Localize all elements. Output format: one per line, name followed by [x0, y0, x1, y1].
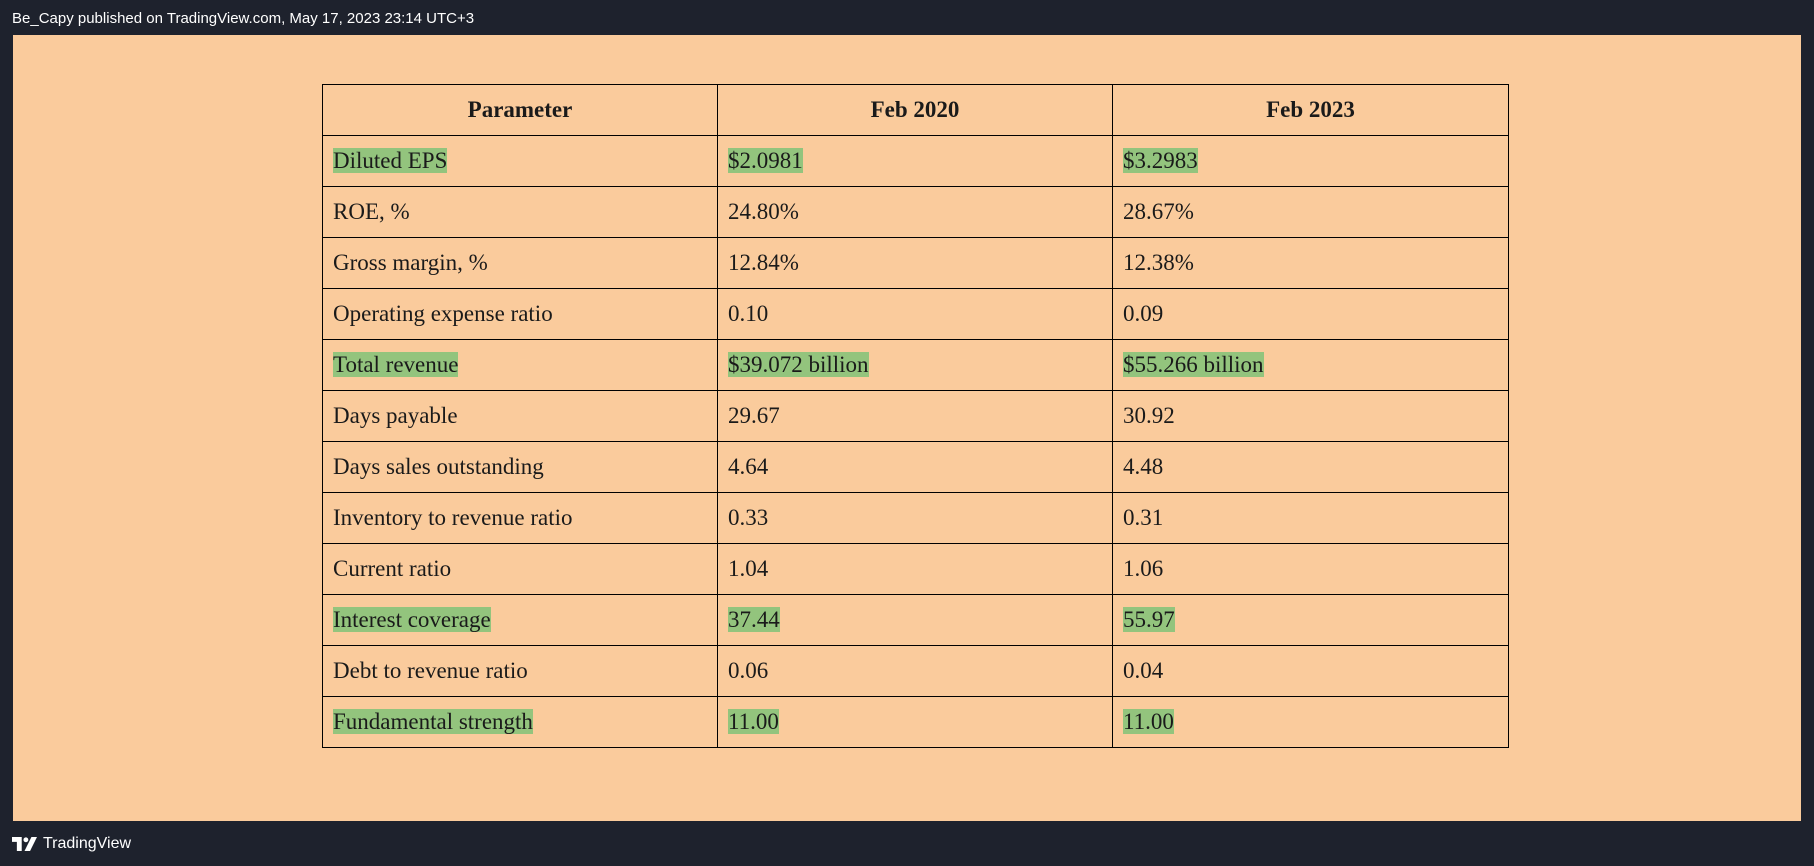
table-row: Operating expense ratio 0.10 0.09	[322, 288, 1509, 340]
table-row: Diluted EPS $2.0981 $3.2983	[322, 135, 1509, 187]
cell-value: Days sales outstanding	[333, 454, 544, 479]
table-cell-parameter: Interest coverage	[322, 594, 718, 646]
table-cell-feb-2020: 0.10	[717, 288, 1113, 340]
cell-value: 0.31	[1123, 505, 1164, 530]
table-cell-feb-2020: $39.072 billion	[717, 339, 1113, 391]
cell-value: 28.67%	[1123, 199, 1194, 224]
fundamentals-table: Parameter Feb 2020 Feb 2023 Diluted EPS $…	[322, 84, 1509, 748]
cell-value: $3.2983	[1123, 148, 1198, 173]
table-cell-feb-2023: 1.06	[1112, 543, 1509, 595]
table-cell-feb-2023: 55.97	[1112, 594, 1509, 646]
cell-value: $39.072 billion	[728, 352, 869, 377]
cell-value: Total revenue	[333, 352, 459, 377]
header-bar: Be_Capy published on TradingView.com, Ma…	[0, 0, 1814, 34]
table-cell-parameter: Debt to revenue ratio	[322, 645, 718, 697]
table-row: Days sales outstanding 4.64 4.48	[322, 441, 1509, 493]
snapshot-canvas: Parameter Feb 2020 Feb 2023 Diluted EPS $…	[13, 35, 1801, 821]
brand-name: TradingView	[43, 835, 132, 852]
table-cell-feb-2023: 12.38%	[1112, 237, 1509, 289]
table-cell-feb-2023: 4.48	[1112, 441, 1509, 493]
cell-value: $2.0981	[728, 148, 803, 173]
table-row: Debt to revenue ratio 0.06 0.04	[322, 645, 1509, 697]
table-body: Diluted EPS $2.0981 $3.2983 ROE, % 24.80% 28.…	[322, 135, 1509, 748]
cell-value: 24.80%	[728, 199, 799, 224]
cell-value: 1.06	[1123, 556, 1164, 581]
cell-value: 0.06	[728, 658, 769, 683]
brand[interactable]: TradingView	[12, 835, 131, 853]
cell-value: 55.97	[1123, 607, 1175, 632]
cell-value: 12.84%	[728, 250, 799, 275]
table-row: Gross margin, % 12.84% 12.38%	[322, 237, 1509, 289]
tradingview-logo-icon	[12, 837, 37, 851]
table-cell-feb-2023: 0.04	[1112, 645, 1509, 697]
table-cell-feb-2020: $2.0981	[717, 135, 1113, 187]
cell-value: $55.266 billion	[1123, 352, 1264, 377]
cell-value: 12.38%	[1123, 250, 1194, 275]
cell-value: Debt to revenue ratio	[333, 658, 528, 683]
cell-value: 1.04	[728, 556, 769, 581]
table-cell-feb-2023: 28.67%	[1112, 186, 1509, 238]
table-row: Current ratio 1.04 1.06	[322, 543, 1509, 595]
cell-value: 0.09	[1123, 301, 1164, 326]
cell-value: 4.64	[728, 454, 769, 479]
table-cell-feb-2023: 30.92	[1112, 390, 1509, 442]
table-cell-feb-2023: 0.31	[1112, 492, 1509, 544]
table-row: Inventory to revenue ratio 0.33 0.31	[322, 492, 1509, 544]
cell-value: 0.04	[1123, 658, 1164, 683]
cell-value: Days payable	[333, 403, 458, 428]
table-cell-parameter: Days payable	[322, 390, 718, 442]
cell-value: Interest coverage	[333, 607, 491, 632]
cell-value: ROE, %	[333, 199, 410, 224]
cell-value: Diluted EPS	[333, 148, 448, 173]
table-cell-feb-2023: 0.09	[1112, 288, 1509, 340]
table-cell-feb-2023: 11.00	[1112, 696, 1509, 748]
cell-value: 30.92	[1123, 403, 1175, 428]
table-cell-parameter: Fundamental strength	[322, 696, 718, 748]
cell-value: Operating expense ratio	[333, 301, 553, 326]
table-cell-feb-2020: 0.33	[717, 492, 1113, 544]
cell-value: 0.33	[728, 505, 769, 530]
cell-value: 11.00	[1123, 709, 1174, 734]
cell-value: 29.67	[728, 403, 780, 428]
table-header-row: Parameter Feb 2020 Feb 2023	[322, 84, 1509, 136]
table-cell-parameter: Operating expense ratio	[322, 288, 718, 340]
table-cell-feb-2020: 1.04	[717, 543, 1113, 595]
cell-value: 11.00	[728, 709, 779, 734]
table-cell-feb-2020: 11.00	[717, 696, 1113, 748]
table-cell-parameter: Gross margin, %	[322, 237, 718, 289]
column-header-feb-2023: Feb 2023	[1112, 84, 1509, 136]
table-cell-parameter: Inventory to revenue ratio	[322, 492, 718, 544]
table-cell-parameter: Total revenue	[322, 339, 718, 391]
table-row: Interest coverage 37.44 55.97	[322, 594, 1509, 646]
cell-value: 37.44	[728, 607, 780, 632]
table-cell-parameter: Current ratio	[322, 543, 718, 595]
column-header-parameter: Parameter	[322, 84, 718, 136]
table-cell-feb-2020: 29.67	[717, 390, 1113, 442]
cell-value: Inventory to revenue ratio	[333, 505, 573, 530]
table-row: Days payable 29.67 30.92	[322, 390, 1509, 442]
cell-value: Fundamental strength	[333, 709, 533, 734]
footer-bar	[0, 822, 1814, 866]
publish-info: Be_Capy published on TradingView.com, Ma…	[12, 10, 475, 27]
table-cell-parameter: ROE, %	[322, 186, 718, 238]
table-cell-feb-2020: 12.84%	[717, 237, 1113, 289]
table-cell-feb-2020: 4.64	[717, 441, 1113, 493]
table-cell-feb-2020: 37.44	[717, 594, 1113, 646]
table-cell-feb-2020: 24.80%	[717, 186, 1113, 238]
table-cell-parameter: Diluted EPS	[322, 135, 718, 187]
table-cell-feb-2023: $55.266 billion	[1112, 339, 1509, 391]
table-row: Total revenue $39.072 billion $55.266 bill…	[322, 339, 1509, 391]
table-row: ROE, % 24.80% 28.67%	[322, 186, 1509, 238]
table-cell-feb-2023: $3.2983	[1112, 135, 1509, 187]
cell-value: Current ratio	[333, 556, 452, 581]
table-cell-feb-2020: 0.06	[717, 645, 1113, 697]
cell-value: 4.48	[1123, 454, 1164, 479]
cell-value: 0.10	[728, 301, 769, 326]
column-header-feb-2020: Feb 2020	[717, 84, 1113, 136]
cell-value: Gross margin, %	[333, 250, 488, 275]
table-row: Fundamental strength 11.00 11.00	[322, 696, 1509, 748]
table-cell-parameter: Days sales outstanding	[322, 441, 718, 493]
